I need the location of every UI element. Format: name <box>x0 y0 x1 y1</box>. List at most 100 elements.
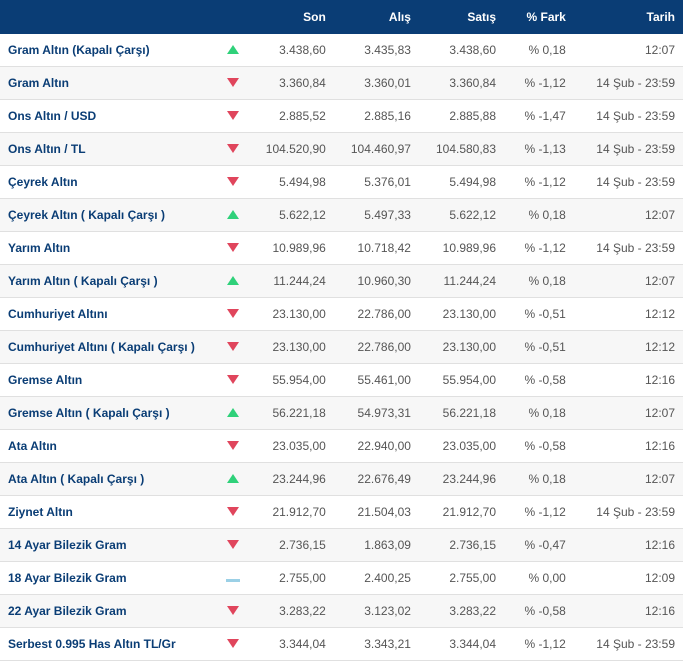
cell-alis: 5.376,01 <box>334 166 419 199</box>
instrument-name[interactable]: Ons Altın / TL <box>0 133 218 166</box>
instrument-name[interactable]: Serbest 0.995 Has Altın TL/Gr <box>0 628 218 661</box>
cell-son: 5.622,12 <box>249 199 334 232</box>
table-row[interactable]: 18 Ayar Bilezik Gram2.755,002.400,252.75… <box>0 562 683 595</box>
col-son: Son <box>249 0 334 34</box>
instrument-name[interactable]: 18 Ayar Bilezik Gram <box>0 562 218 595</box>
cell-fark: % -1,47 <box>504 100 574 133</box>
cell-son: 55.954,00 <box>249 364 334 397</box>
trend-down-icon <box>227 375 239 384</box>
table-row[interactable]: Yarım Altın10.989,9610.718,4210.989,96% … <box>0 232 683 265</box>
cell-alis: 1.863,09 <box>334 529 419 562</box>
cell-son: 23.130,00 <box>249 298 334 331</box>
cell-tarih: 12:16 <box>574 430 683 463</box>
cell-tarih: 12:07 <box>574 463 683 496</box>
instrument-name[interactable]: Ata Altın <box>0 430 218 463</box>
table-row[interactable]: Yarım Altın ( Kapalı Çarşı )11.244,2410.… <box>0 265 683 298</box>
table-row[interactable]: Serbest 0.995 Has Altın TL/Gr3.344,043.3… <box>0 628 683 661</box>
cell-alis: 104.460,97 <box>334 133 419 166</box>
table-row[interactable]: Gremse Altın ( Kapalı Çarşı ) 56.221,1854… <box>0 397 683 430</box>
cell-tarih: 12:16 <box>574 595 683 628</box>
col-name <box>0 0 218 34</box>
instrument-name[interactable]: Gremse Altın <box>0 364 218 397</box>
trend-down-icon <box>227 111 239 120</box>
table-row[interactable]: 22 Ayar Bilezik Gram3.283,223.123,023.28… <box>0 595 683 628</box>
cell-tarih: 12:07 <box>574 397 683 430</box>
instrument-name[interactable]: Ata Altın ( Kapalı Çarşı ) <box>0 463 218 496</box>
instrument-name[interactable]: Cumhuriyet Altını ( Kapalı Çarşı ) <box>0 331 218 364</box>
cell-son: 3.283,22 <box>249 595 334 628</box>
table-row[interactable]: Ata Altın23.035,0022.940,0023.035,00% -0… <box>0 430 683 463</box>
cell-tarih: 14 Şub - 23:59 <box>574 133 683 166</box>
col-satis: Satış <box>419 0 504 34</box>
table-row[interactable]: Ons Altın / TL104.520,90104.460,97104.58… <box>0 133 683 166</box>
cell-fark: % -0,51 <box>504 331 574 364</box>
instrument-name[interactable]: 14 Ayar Bilezik Gram <box>0 529 218 562</box>
cell-son: 2.885,52 <box>249 100 334 133</box>
cell-fark: % 0,18 <box>504 199 574 232</box>
cell-fark: % -0,47 <box>504 529 574 562</box>
instrument-name[interactable]: Cumhuriyet Altını <box>0 298 218 331</box>
col-tarih: Tarih <box>574 0 683 34</box>
cell-satis: 3.283,22 <box>419 595 504 628</box>
cell-son: 104.520,90 <box>249 133 334 166</box>
table-row[interactable]: Ons Altın / USD 2.885,522.885,162.885,88%… <box>0 100 683 133</box>
cell-son: 2.755,00 <box>249 562 334 595</box>
cell-alis: 10.960,30 <box>334 265 419 298</box>
table-row[interactable]: Ata Altın ( Kapalı Çarşı )23.244,9622.67… <box>0 463 683 496</box>
cell-fark: % 0,18 <box>504 34 574 67</box>
cell-son: 3.438,60 <box>249 34 334 67</box>
cell-satis: 5.622,12 <box>419 199 504 232</box>
table-row[interactable]: 14 Ayar Bilezik Gram2.736,151.863,092.73… <box>0 529 683 562</box>
table-row[interactable]: Ziynet Altın21.912,7021.504,0321.912,70%… <box>0 496 683 529</box>
cell-tarih: 12:16 <box>574 529 683 562</box>
table-row[interactable]: Çeyrek Altın5.494,985.376,015.494,98% -1… <box>0 166 683 199</box>
trend-up-icon <box>227 408 239 417</box>
trend-down-icon <box>227 78 239 87</box>
cell-fark: % 0,00 <box>504 562 574 595</box>
cell-alis: 2.885,16 <box>334 100 419 133</box>
cell-satis: 23.035,00 <box>419 430 504 463</box>
instrument-name[interactable]: Gremse Altın ( Kapalı Çarşı ) <box>0 397 218 430</box>
table-row[interactable]: Gram Altın3.360,843.360,013.360,84% -1,1… <box>0 67 683 100</box>
table-row[interactable]: Cumhuriyet Altını23.130,0022.786,0023.13… <box>0 298 683 331</box>
trend-flat-icon <box>226 579 240 582</box>
instrument-name[interactable]: Yarım Altın <box>0 232 218 265</box>
cell-fark: % -1,12 <box>504 67 574 100</box>
instrument-name[interactable]: Ons Altın / USD <box>0 100 218 133</box>
cell-alis: 5.497,33 <box>334 199 419 232</box>
cell-satis: 56.221,18 <box>419 397 504 430</box>
cell-alis: 3.343,21 <box>334 628 419 661</box>
trend-cell <box>218 595 249 628</box>
instrument-name[interactable]: Gram Altın <box>0 67 218 100</box>
table-row[interactable]: Gram Altın (Kapalı Çarşı)3.438,603.435,8… <box>0 34 683 67</box>
trend-cell <box>218 364 249 397</box>
cell-alis: 54.973,31 <box>334 397 419 430</box>
instrument-name[interactable]: Çeyrek Altın ( Kapalı Çarşı ) <box>0 199 218 232</box>
instrument-name[interactable]: 22 Ayar Bilezik Gram <box>0 595 218 628</box>
trend-cell <box>218 67 249 100</box>
table-row[interactable]: Gremse Altın55.954,0055.461,0055.954,00%… <box>0 364 683 397</box>
cell-son: 23.130,00 <box>249 331 334 364</box>
trend-cell <box>218 397 249 430</box>
trend-down-icon <box>227 144 239 153</box>
cell-alis: 10.718,42 <box>334 232 419 265</box>
instrument-name[interactable]: Çeyrek Altın <box>0 166 218 199</box>
table-row[interactable]: Çeyrek Altın ( Kapalı Çarşı ) 5.622,125.4… <box>0 199 683 232</box>
cell-alis: 2.400,25 <box>334 562 419 595</box>
trend-cell <box>218 133 249 166</box>
trend-cell <box>218 199 249 232</box>
trend-down-icon <box>227 177 239 186</box>
instrument-name[interactable]: Gram Altın (Kapalı Çarşı) <box>0 34 218 67</box>
trend-cell <box>218 463 249 496</box>
trend-down-icon <box>227 639 239 648</box>
instrument-name[interactable]: Yarım Altın ( Kapalı Çarşı ) <box>0 265 218 298</box>
trend-cell <box>218 562 249 595</box>
trend-up-icon <box>227 45 239 54</box>
instrument-name[interactable]: Ziynet Altın <box>0 496 218 529</box>
table-header: Son Alış Satış % Fark Tarih <box>0 0 683 34</box>
cell-alis: 55.461,00 <box>334 364 419 397</box>
gold-prices-table-wrap: Son Alış Satış % Fark Tarih Gram Altın (… <box>0 0 683 661</box>
cell-satis: 2.885,88 <box>419 100 504 133</box>
table-body: Gram Altın (Kapalı Çarşı)3.438,603.435,8… <box>0 34 683 661</box>
table-row[interactable]: Cumhuriyet Altını ( Kapalı Çarşı ) 23.130… <box>0 331 683 364</box>
